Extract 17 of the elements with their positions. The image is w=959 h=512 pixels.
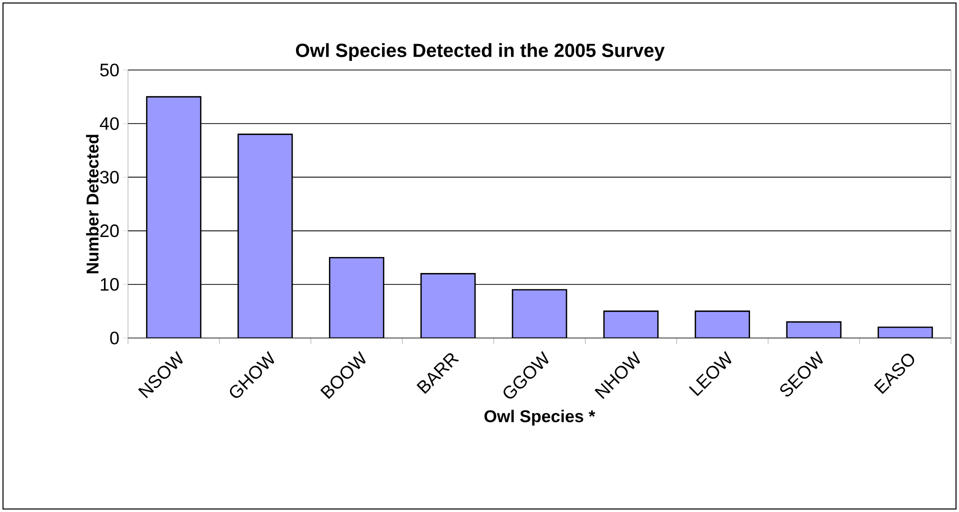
y-tick-label: 30 <box>100 170 119 184</box>
bar <box>420 273 476 338</box>
bar <box>328 256 384 338</box>
y-tick-label: 50 <box>100 64 119 76</box>
y-axis-title: Number Detected <box>86 134 99 274</box>
bar <box>603 310 659 338</box>
y-tick-label: 10 <box>100 278 119 291</box>
bar <box>146 96 202 338</box>
y-tick-label: 40 <box>100 117 119 130</box>
bar <box>694 310 750 338</box>
bar <box>238 134 293 338</box>
y-tick-label: 20 <box>100 224 119 238</box>
chart-title: Owl Species Detected in the 2005 Survey <box>296 43 665 61</box>
y-tick-label: 0 <box>110 332 119 344</box>
bar <box>786 321 842 338</box>
bar <box>512 289 568 338</box>
x-axis-title: Owl Species * <box>484 410 596 426</box>
